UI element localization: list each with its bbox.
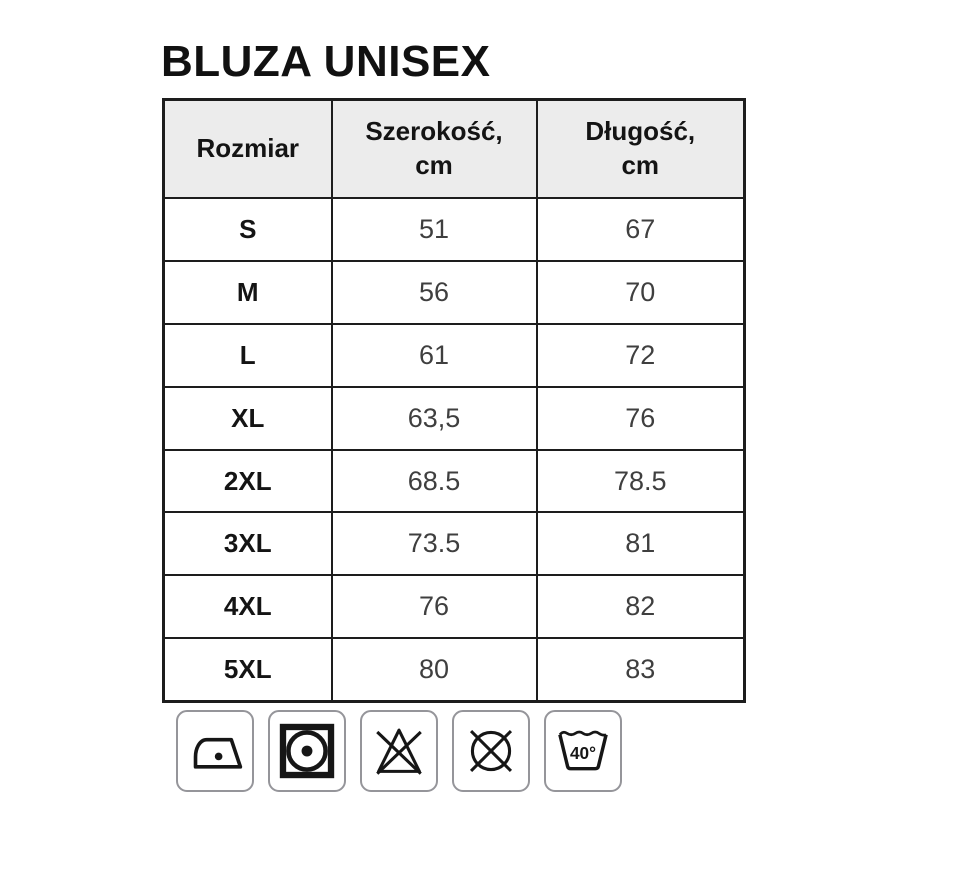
width-cell: 51 (330, 197, 538, 262)
do-not-bleach-icon (360, 710, 438, 792)
length-cell: 67 (535, 197, 746, 262)
do-not-dry-clean-icon (452, 710, 530, 792)
table-row: XL 63,5 76 (162, 385, 746, 451)
length-cell: 72 (535, 322, 746, 388)
table-row: 3XL 73.5 81 (162, 511, 746, 577)
column-header-length: Długość, cm (535, 98, 746, 199)
column-header-size: Rozmiar (162, 98, 333, 199)
size-chart-table: Rozmiar Szerokość, cm Długość, cm S 51 6… (162, 98, 746, 703)
size-cell: L (162, 322, 333, 388)
size-cell: XL (162, 385, 333, 451)
size-cell: 4XL (162, 574, 333, 640)
table-row: 5XL 80 83 (162, 637, 746, 703)
length-cell: 76 (535, 385, 746, 451)
table-row: 4XL 76 82 (162, 574, 746, 640)
table-row: L 61 72 (162, 322, 746, 388)
width-cell: 68.5 (330, 448, 538, 514)
wash-temperature-label: 40° (570, 743, 596, 763)
length-cell: 82 (535, 574, 746, 640)
tumble-dry-one-dot-icon (268, 710, 346, 792)
table-row: M 56 70 (162, 259, 746, 325)
length-cell: 81 (535, 511, 746, 577)
table-row: S 51 67 (162, 197, 746, 262)
iron-one-dot-icon (176, 710, 254, 792)
length-cell: 78.5 (535, 448, 746, 514)
header-row: Rozmiar Szerokość, cm Długość, cm (162, 98, 746, 199)
length-cell: 70 (535, 259, 746, 325)
length-cell: 83 (535, 637, 746, 703)
table-row: 2XL 68.5 78.5 (162, 448, 746, 514)
width-cell: 76 (330, 574, 538, 640)
width-cell: 56 (330, 259, 538, 325)
page-title: BLUZA UNISEX (161, 37, 491, 86)
column-header-width: Szerokość, cm (330, 98, 538, 199)
size-cell: M (162, 259, 333, 325)
size-cell: 3XL (162, 511, 333, 577)
wash-40-icon: 40° (544, 710, 622, 792)
width-cell: 61 (330, 322, 538, 388)
size-cell: 2XL (162, 448, 333, 514)
width-cell: 80 (330, 637, 538, 703)
care-icons-row: 40° (176, 710, 622, 792)
size-cell: 5XL (162, 637, 333, 703)
size-cell: S (162, 197, 333, 262)
width-cell: 63,5 (330, 385, 538, 451)
width-cell: 73.5 (330, 511, 538, 577)
